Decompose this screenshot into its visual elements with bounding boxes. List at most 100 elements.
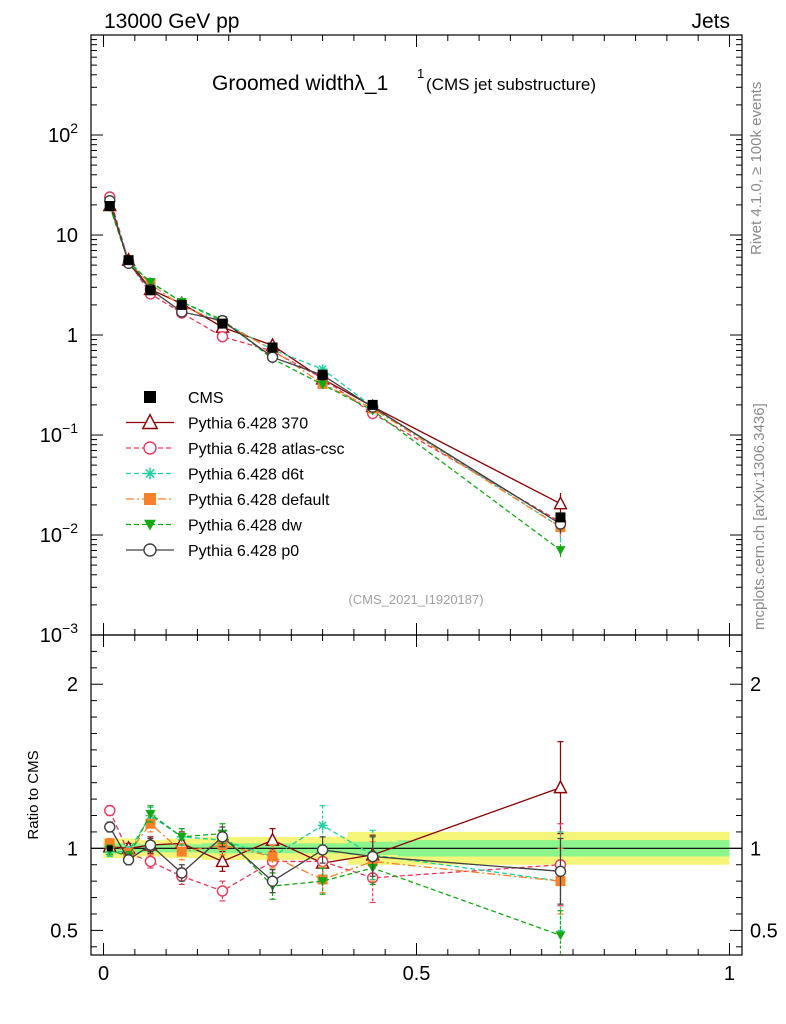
legend-item-p0: Pythia 6.428 p0	[126, 543, 299, 560]
ratio-y-tick-label-right: 2	[750, 674, 761, 696]
legend-label: CMS	[188, 390, 224, 407]
data-point-cms	[555, 512, 566, 523]
legend-item-atlas: Pythia 6.428 atlas-csc	[126, 441, 345, 458]
data-point-cms	[317, 369, 328, 380]
legend-marker	[141, 413, 159, 430]
title-subtitle: (CMS jet substructure)	[426, 75, 596, 94]
title-main: Groomed widthλ_1	[212, 72, 388, 95]
legend-label: Pythia 6.428 370	[188, 416, 308, 433]
ratio-point-dw	[555, 931, 566, 941]
legend-item-d6t: Pythia 6.428 d6t	[126, 467, 304, 484]
data-point-cms	[123, 255, 134, 266]
legend-marker	[144, 467, 156, 480]
title-superscript: 1	[417, 66, 424, 81]
ratio-point-atlas	[144, 855, 157, 868]
main-point-dw	[317, 380, 328, 390]
data-point-cms	[217, 318, 228, 329]
legend-item-p370: Pythia 6.428 370	[126, 413, 308, 433]
main-point-p370	[553, 495, 568, 510]
y-tick-label: 10−2	[40, 520, 78, 547]
ratio-y-tick-label: 2	[67, 674, 78, 696]
y-tick-mantissa: 10	[40, 625, 62, 647]
legend-item-dw: Pythia 6.428 dw	[126, 518, 302, 535]
ratio-point-p370	[553, 779, 568, 794]
y-tick-label: 10−3	[40, 620, 78, 647]
y-tick-label: 1	[67, 325, 78, 347]
legend-marker	[143, 543, 157, 557]
data-point-cms	[176, 299, 187, 310]
ratio-point-dw	[176, 832, 187, 842]
main-point-p0	[266, 351, 279, 363]
main-point-d6t	[317, 364, 328, 375]
data-point-cms	[267, 342, 278, 353]
ratio-y-tick-label-right: 1	[750, 838, 761, 860]
legend-item-CMS: CMS	[144, 390, 224, 407]
ratio-point-dw	[317, 877, 328, 887]
main-point-dw	[555, 546, 566, 556]
y-tick-mantissa: 1	[67, 325, 78, 347]
legend-marker	[144, 519, 156, 531]
main-point-atlas	[216, 330, 229, 343]
ratio-point-p370	[215, 853, 230, 868]
ratio-point-default	[267, 851, 278, 862]
legend-label: Pythia 6.428 p0	[188, 543, 299, 560]
ratio-point-atlas	[216, 885, 229, 897]
legend-marker	[144, 493, 156, 505]
x-tick-label: 0	[98, 963, 109, 985]
ratio-point-p0	[176, 867, 188, 879]
legend-label: Pythia 6.428 atlas-csc	[188, 441, 345, 458]
y-tick-exponent: 2	[70, 120, 78, 136]
ratio-point-dw	[145, 809, 156, 819]
ratio-point-p0	[554, 865, 567, 878]
legend-label: Pythia 6.428 d6t	[188, 467, 304, 484]
ratio-point-p0	[216, 831, 229, 843]
ratio-point-atlas	[104, 804, 116, 817]
header-energy: 13000 GeV pp	[104, 10, 239, 33]
ratio-plot-frame	[90, 634, 743, 956]
axis-ticks	[91, 35, 742, 955]
legend-marker	[143, 441, 157, 455]
y-tick-exponent: −2	[62, 520, 78, 536]
ratio-y-tick-label: 0.5	[50, 920, 78, 942]
series-d6t	[104, 201, 566, 931]
y-tick-exponent: −1	[62, 420, 78, 436]
y-tick-mantissa: 10	[40, 425, 62, 447]
ratio-point-p0	[104, 821, 116, 833]
legend-item-default: Pythia 6.428 default	[126, 492, 330, 509]
ratio-point-d6t	[317, 820, 328, 831]
ratio-y-axis-label: Ratio to CMS	[25, 750, 42, 839]
legend: CMS Pythia 6.428 370 Pythia 6.428 atlas-cs…	[126, 390, 345, 560]
ratio-y-tick-label: 1	[67, 838, 78, 860]
data-point-cms	[367, 399, 378, 410]
y-tick-label: 10−1	[40, 420, 78, 447]
ratio-point-p0	[266, 875, 279, 887]
main-line-atlas	[109, 196, 561, 523]
analysis-watermark: (CMS_2021_I1920187)	[348, 592, 483, 607]
ratio-uncertainty-bands	[91, 831, 742, 865]
ratio-point-p0	[122, 854, 135, 866]
main-line-d6t	[109, 206, 561, 528]
y-tick-mantissa: 10	[56, 225, 78, 247]
x-tick-label: 1	[724, 963, 735, 985]
series-cms-data	[104, 200, 566, 852]
ratio-point-default	[176, 846, 187, 857]
series-atlas	[104, 191, 567, 907]
ratio-point-p0	[316, 844, 329, 856]
legend-label: Pythia 6.428 default	[188, 492, 330, 509]
ratio-point-default	[145, 818, 156, 829]
legend-label: Pythia 6.428 dw	[188, 518, 302, 535]
y-tick-mantissa: 10	[40, 525, 62, 547]
main-line-p0	[109, 200, 561, 525]
main-line-default	[109, 204, 561, 528]
y-tick-label: 10	[56, 225, 78, 247]
y-tick-label: 102	[48, 120, 78, 147]
ratio-point-p0	[144, 839, 157, 851]
ratio-y-tick-label-right: 0.5	[750, 920, 778, 942]
y-tick-mantissa: 10	[48, 125, 70, 147]
legend-marker	[144, 391, 156, 403]
main-point-dw	[145, 278, 156, 288]
main-line-p370	[109, 205, 561, 505]
header-process: Jets	[691, 10, 730, 33]
